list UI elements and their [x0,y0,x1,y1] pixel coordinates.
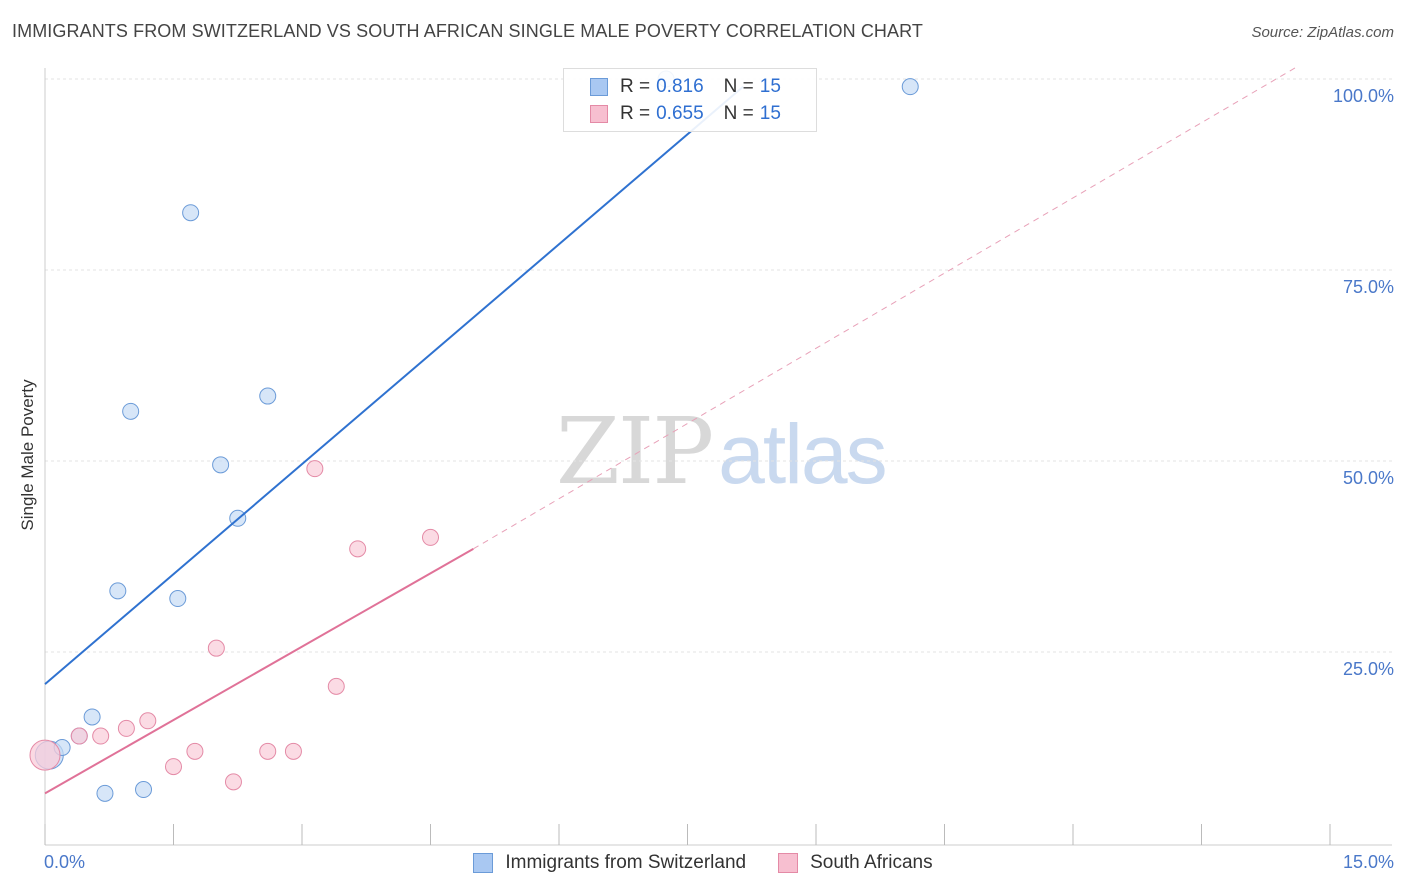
data-point-switzerland [96,784,114,802]
trend-line-south-africans [44,547,474,795]
series-swatch-switzerland [473,853,494,873]
data-point-south-africans [259,742,277,760]
data-point-south-africans [92,727,110,745]
watermark: ZIPatlas [556,398,888,505]
data-point-switzerland [122,402,140,420]
chart-title: IMMIGRANTS FROM SWITZERLAND VS SOUTH AFR… [12,21,923,41]
data-point-switzerland [259,387,277,405]
data-point-switzerland [109,582,127,600]
legend-n-value: 15 [759,76,781,97]
legend-r-value: 0.655 [656,103,704,124]
y-tick-label: 75.0% [1342,277,1394,297]
data-point-south-africans [224,773,242,791]
legend-row-switzerland: R = 0.816 N = 15 [590,75,781,99]
data-point-switzerland [135,781,153,799]
correlation-legend: R = 0.816 N = 15 R = 0.655 N = 15 [563,68,817,132]
data-point-switzerland [901,78,919,96]
watermark-zip: ZIP [556,398,714,505]
data-point-south-africans [165,758,182,776]
data-point-south-africans [117,719,135,737]
legend-r-label: R = [620,76,651,97]
data-point-south-africans [70,727,88,745]
y-axis-label: Single Male Poverty [18,379,37,531]
y-tick-label: 50.0% [1342,468,1394,488]
data-point-south-africans [207,639,225,657]
series-legend-switzerland[interactable]: Immigrants from Switzerland [473,852,746,874]
legend-n-label: N = [723,76,754,97]
trend-line-south-africans-extrapolated [473,67,1296,550]
data-point-south-africans [327,677,345,695]
series-legend-label: South Africans [810,852,933,873]
data-point-switzerland [182,204,200,222]
legend-swatch-switzerland [590,78,608,96]
legend-n-label: N = [723,103,754,124]
series-legend: Immigrants from Switzerland South Africa… [0,852,1406,874]
legend-row-south-africans: R = 0.655 N = 15 [590,102,781,126]
data-point-switzerland [83,708,101,726]
series-legend-south-africans[interactable]: South Africans [778,852,933,874]
data-point-south-africans [186,742,204,760]
legend-r-label: R = [620,103,651,124]
watermark-atlas: atlas [718,407,887,501]
data-point-south-africans [139,712,157,730]
series-swatch-south-africans [778,853,799,873]
data-point-south-africans [349,540,367,558]
data-point-south-africans [284,742,302,760]
trend-line-switzerland [44,85,744,685]
data-point-south-africans [29,739,61,771]
series-legend-label: Immigrants from Switzerland [505,852,747,873]
legend-swatch-south-africans [590,105,608,123]
y-tick-label: 25.0% [1342,659,1394,679]
y-tick-label: 100.0% [1332,86,1394,106]
data-point-south-africans [422,528,439,546]
source-label: Source: ZipAtlas.com [1251,24,1394,41]
legend-n-value: 15 [759,103,781,124]
data-point-switzerland [169,590,187,608]
x-tick-label-left: 0.0% [44,852,86,872]
data-point-south-africans [306,460,324,478]
x-tick-label-right: 15.0% [1342,852,1394,872]
legend-r-value: 0.816 [656,76,704,97]
data-point-switzerland [212,456,230,474]
